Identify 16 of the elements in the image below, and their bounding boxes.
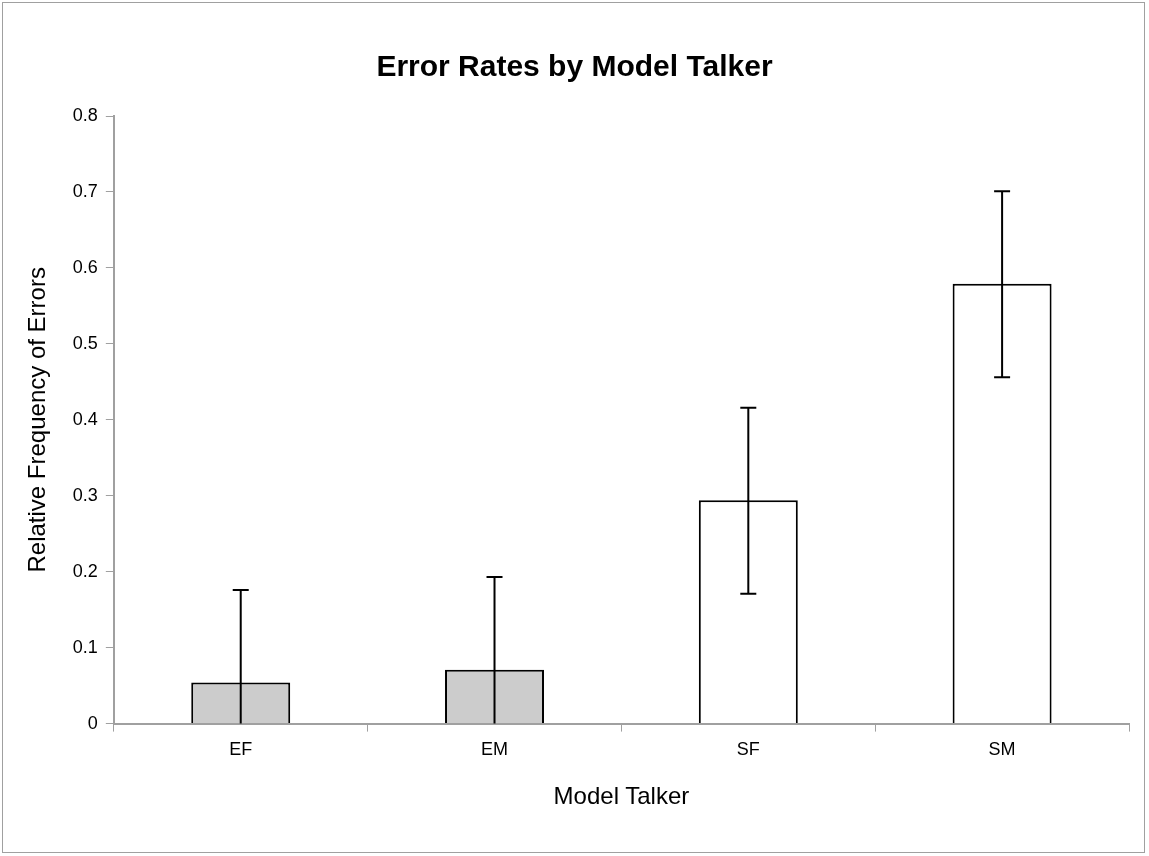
y-tick-label: 0.6 (72, 256, 98, 277)
x-axis-title: Model Talker (553, 782, 690, 810)
y-tick-label: 0.5 (72, 332, 98, 353)
y-tick-label: 0.7 (72, 180, 98, 201)
y-axis-title: Relative Frequency of Errors (23, 267, 51, 573)
x-tick-label: EM (481, 739, 509, 760)
y-tick-label: 0 (87, 712, 98, 733)
y-tick-label: 0.8 (72, 104, 98, 125)
y-tick-label: 0.1 (72, 636, 98, 657)
y-tick-label: 0.2 (72, 560, 98, 581)
y-tick-label: 0.4 (72, 408, 98, 429)
y-tick-label: 0.3 (72, 484, 98, 505)
x-tick-label: SM (988, 739, 1016, 760)
chart-title: Error Rates by Model Talker (376, 49, 773, 83)
x-tick-label: EF (229, 739, 253, 760)
x-tick-label: SF (736, 739, 760, 760)
